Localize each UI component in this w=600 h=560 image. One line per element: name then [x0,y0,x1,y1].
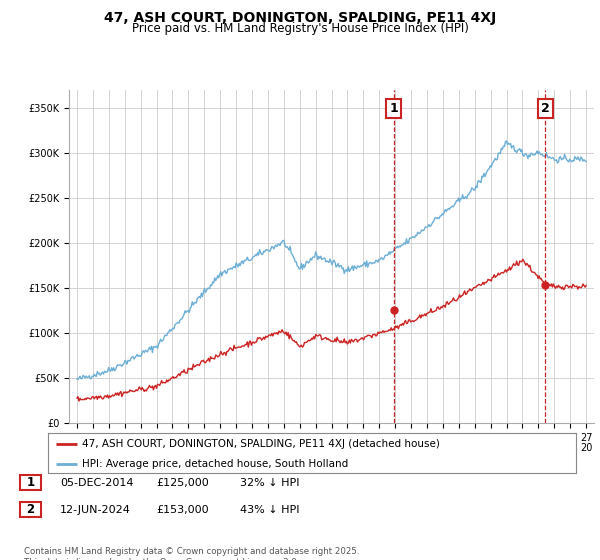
Text: 47, ASH COURT, DONINGTON, SPALDING, PE11 4XJ: 47, ASH COURT, DONINGTON, SPALDING, PE11… [104,11,496,25]
Text: 12-JUN-2024: 12-JUN-2024 [60,505,131,515]
Text: £125,000: £125,000 [156,478,209,488]
Text: £153,000: £153,000 [156,505,209,515]
Text: Price paid vs. HM Land Registry's House Price Index (HPI): Price paid vs. HM Land Registry's House … [131,22,469,35]
Text: 2: 2 [26,503,35,516]
Text: 43% ↓ HPI: 43% ↓ HPI [240,505,299,515]
Text: 47, ASH COURT, DONINGTON, SPALDING, PE11 4XJ (detached house): 47, ASH COURT, DONINGTON, SPALDING, PE11… [82,439,440,449]
Text: HPI: Average price, detached house, South Holland: HPI: Average price, detached house, Sout… [82,459,349,469]
Text: Contains HM Land Registry data © Crown copyright and database right 2025.
This d: Contains HM Land Registry data © Crown c… [24,547,359,560]
Text: 1: 1 [389,102,398,115]
Text: 05-DEC-2014: 05-DEC-2014 [60,478,133,488]
Text: 1: 1 [26,476,35,489]
Text: 2: 2 [541,102,550,115]
Text: 32% ↓ HPI: 32% ↓ HPI [240,478,299,488]
